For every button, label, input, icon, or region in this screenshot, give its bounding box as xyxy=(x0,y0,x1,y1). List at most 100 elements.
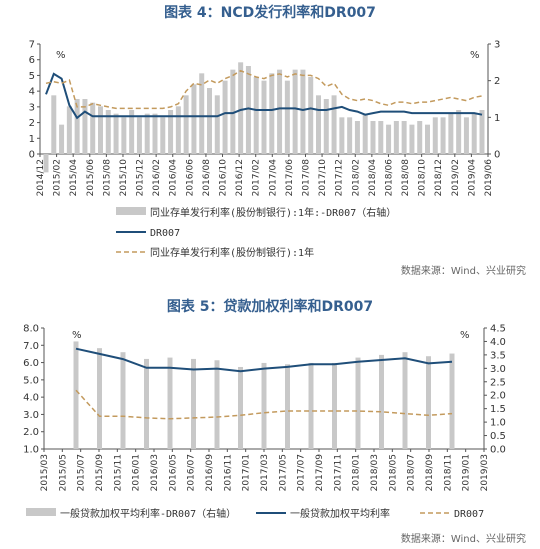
chart2-xtick-label: 2018/09 xyxy=(425,454,435,492)
chart1-ytick-left-label: 6 xyxy=(29,55,35,66)
chart1-ytick-right-label: 0 xyxy=(494,150,500,161)
chart2-bar xyxy=(144,358,149,449)
chart2-ytick-right-label: 2.0 xyxy=(490,391,506,402)
chart2-bar xyxy=(120,352,126,449)
chart2-xtick-label: 2015/05 xyxy=(58,454,68,491)
chart2-unit-left: % xyxy=(72,330,82,341)
chart2-series-line-1 xyxy=(75,347,453,373)
chart1-xtick-label: 2015/04 xyxy=(69,159,79,197)
chart1-xtick-label: 2016/10 xyxy=(219,159,229,197)
chart1-unit-right: % xyxy=(470,50,480,61)
chart2-legend-dr007-label: DR007 xyxy=(454,509,484,520)
chart1-bar xyxy=(417,121,423,154)
chart1-bar xyxy=(292,69,298,154)
chart2-xtick-label: 2018/05 xyxy=(388,454,398,491)
chart2-xtick-label: 2018/11 xyxy=(443,454,453,491)
chart2-ytick-right-label: 1.0 xyxy=(490,418,506,429)
chart2-bar xyxy=(97,348,102,449)
chart1-bar xyxy=(362,113,368,154)
chart1-bar xyxy=(300,69,306,154)
chart1-bar xyxy=(214,95,220,154)
chart1-bar xyxy=(66,106,72,154)
chart2-ytick-left-label: 6.0 xyxy=(23,358,39,369)
chart1-bar xyxy=(144,113,150,154)
chart1-bar xyxy=(136,117,142,154)
chart2-bar xyxy=(167,357,173,449)
chart1-xtick-label: 2018/12 xyxy=(434,159,444,196)
chart1-bar xyxy=(183,95,189,154)
chart2-ytick-right-label: 0.0 xyxy=(490,445,506,456)
chart2-unit-right: % xyxy=(460,330,470,341)
chart1-bar xyxy=(207,88,212,154)
chart2-xtick-label: 2017/05 xyxy=(278,454,288,491)
chart1-series-line-2 xyxy=(45,69,483,110)
chart1-series-line-1 xyxy=(45,72,483,120)
chart1-xtick-label: 2014/12 xyxy=(36,159,46,196)
chart2-xtick-label: 2017/09 xyxy=(315,454,325,492)
chart1-bar xyxy=(308,77,314,154)
chart1-bar xyxy=(222,80,228,154)
chart1-bar xyxy=(90,102,96,154)
chart2-ytick-left-label: 7.0 xyxy=(23,341,39,352)
chart1-bar xyxy=(199,73,205,154)
chart1-bar xyxy=(113,113,119,154)
chart1-ytick-left-label: 7 xyxy=(29,40,35,51)
chart1-bar xyxy=(448,113,454,154)
chart1-bar xyxy=(401,121,407,154)
chart1-ytick-left-label: 2 xyxy=(29,118,35,129)
chart1-xtick-label: 2017/06 xyxy=(285,159,295,197)
chart1-xtick-label: 2017/12 xyxy=(335,159,345,196)
chart2-xtick-label: 2015/03 xyxy=(40,454,50,491)
chart1-xtick-label: 2017/10 xyxy=(318,159,328,197)
chart2-xtick-label: 2017/03 xyxy=(260,454,270,491)
chart1-bar xyxy=(191,84,197,154)
chart1-xtick-label: 2018/04 xyxy=(368,159,378,197)
chart1-bar xyxy=(316,95,321,154)
chart1-xtick-label: 2017/02 xyxy=(252,159,262,196)
chart1-title: 图表 4：NCD发行利率和DR007 xyxy=(164,5,376,21)
chart1-source: 数据来源：Wind、兴业研究 xyxy=(400,266,526,277)
chart2-bar xyxy=(402,352,408,449)
chart2-xtick-label: 2016/09 xyxy=(205,454,215,492)
chart1-xtick-label: 2019/02 xyxy=(451,159,461,196)
chart1-xtick-label: 2018/02 xyxy=(351,159,361,196)
chart1-bar xyxy=(51,95,57,154)
chart2-bar xyxy=(261,362,267,449)
chart2-ytick-right-label: 1.5 xyxy=(490,404,506,415)
chart1-bar xyxy=(386,124,392,154)
chart1-ytick-left-label: 4 xyxy=(29,87,35,98)
chart1-bar xyxy=(425,124,430,154)
chart1-bar xyxy=(277,69,283,154)
chart1-bar xyxy=(378,121,384,154)
chart2-ytick-right-label: 4.5 xyxy=(490,324,506,335)
chart2-bar xyxy=(449,353,455,449)
chart1-legend-bar-label: 同业存单发行利率(股份制银行):1年:-DR007（右轴） xyxy=(150,206,396,219)
chart2-xtick-label: 2016/03 xyxy=(150,454,160,491)
chart1-bar xyxy=(245,66,251,154)
chart1-bar xyxy=(347,117,353,154)
chart1-ytick-right-label: 1 xyxy=(494,113,500,124)
chart2-xtick-label: 2017/07 xyxy=(297,454,307,491)
chart1-bar xyxy=(440,117,446,154)
chart2-bar xyxy=(238,366,243,449)
chart1-legend-dr007-label: DR007 xyxy=(150,228,180,239)
chart1-bar xyxy=(261,80,267,154)
chart1-bar xyxy=(456,110,462,154)
chart2-xtick-label: 2015/09 xyxy=(95,454,105,492)
chart1-bar xyxy=(471,113,477,154)
chart1-bar xyxy=(393,121,399,154)
chart2-ytick-left-label: 4.0 xyxy=(23,393,39,404)
chart1-bar xyxy=(339,117,345,154)
chart1-bar xyxy=(370,121,376,154)
chart1-bar xyxy=(479,110,485,154)
chart2-series-line-2 xyxy=(75,389,453,420)
chart2-ytick-left-label: 2.0 xyxy=(23,427,39,438)
chart1-xtick-label: 2017/08 xyxy=(301,159,311,197)
chart2-xtick-label: 2017/11 xyxy=(333,454,343,491)
chart2-xtick-label: 2015/11 xyxy=(113,454,123,491)
chart2-legend-loan-label: 一般贷款加权平均利率 xyxy=(290,507,390,520)
chart1-bar xyxy=(331,95,337,154)
chart2-ytick-right-label: 4.0 xyxy=(490,337,506,348)
chart2-ytick-left-label: 8.0 xyxy=(23,324,39,335)
chart2-ytick-right-label: 0.5 xyxy=(490,431,506,442)
